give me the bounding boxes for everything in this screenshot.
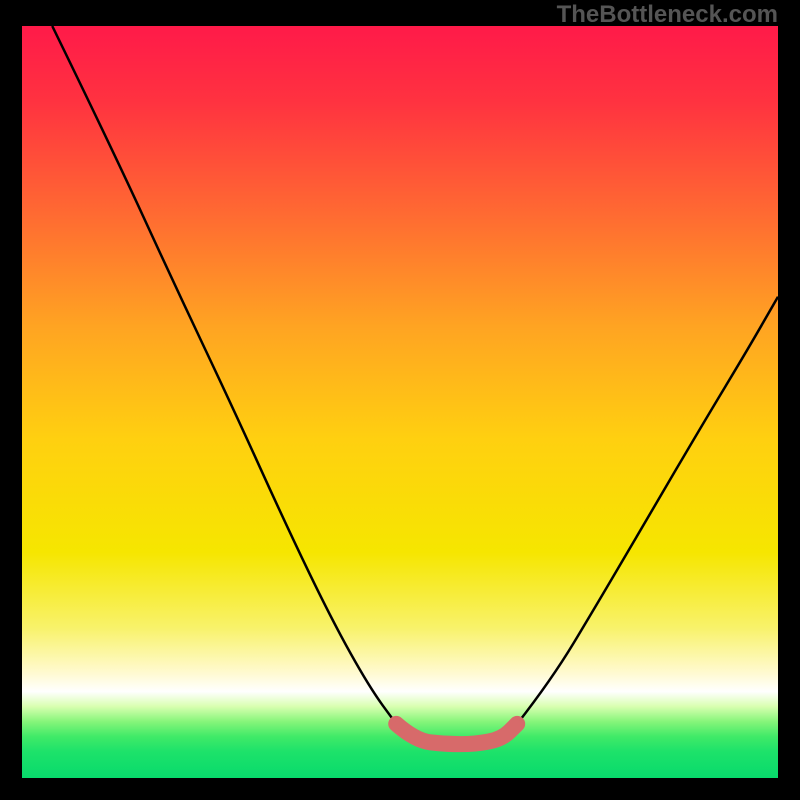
chart-frame: TheBottleneck.com bbox=[0, 0, 800, 800]
watermark-text: TheBottleneck.com bbox=[557, 1, 778, 29]
chart-svg bbox=[0, 0, 800, 800]
optimal-range-end-dot bbox=[511, 719, 521, 729]
optimal-range-end-dot bbox=[395, 719, 405, 729]
